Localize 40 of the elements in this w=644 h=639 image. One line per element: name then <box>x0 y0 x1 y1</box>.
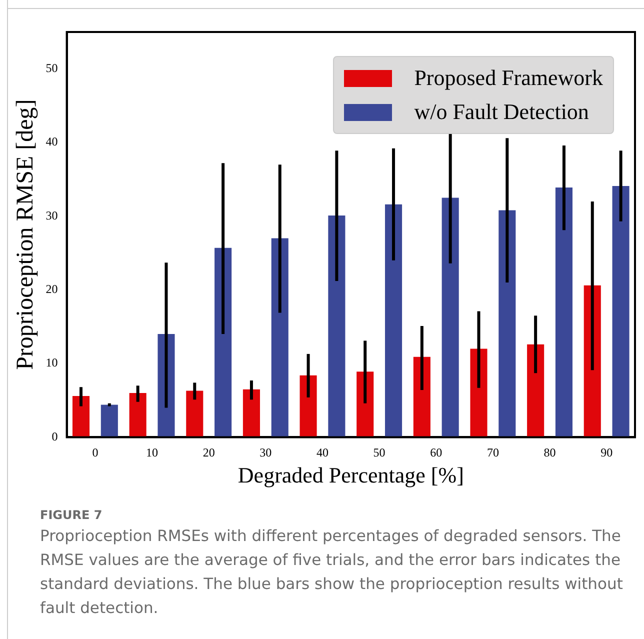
y-tick-label: 10 <box>46 356 58 370</box>
bar <box>442 198 459 438</box>
y-tick-label: 50 <box>46 60 58 75</box>
x-tick-label: 0 <box>92 446 98 460</box>
bar <box>527 344 544 438</box>
caption: FIGURE 7 <box>40 508 104 522</box>
y-tick-label: 20 <box>46 282 58 296</box>
bar <box>356 372 374 438</box>
x-tick-label: 30 <box>260 446 272 460</box>
bar <box>328 215 346 438</box>
bar <box>129 392 146 438</box>
x-tick-label: 20 <box>202 446 215 460</box>
bar <box>612 186 630 438</box>
x-tick-label: 40 <box>316 446 328 460</box>
bar <box>186 390 204 438</box>
y-tick-label: 40 <box>46 134 58 149</box>
x-axis-title: Degraded Percentage [%] <box>238 462 464 488</box>
bar <box>498 210 516 438</box>
bar <box>555 187 572 438</box>
bar <box>300 375 317 438</box>
legend-label: Proposed Framework <box>414 65 603 91</box>
bar <box>242 389 260 438</box>
legend-label: w/o Fault Detection <box>414 99 589 125</box>
y-axis-title: Proprioception RMSE [deg] <box>12 99 39 370</box>
bar <box>470 348 488 438</box>
x-tick-label: 90 <box>600 446 613 460</box>
bar <box>72 396 90 438</box>
bar <box>271 238 288 438</box>
y-tick-label: 0 <box>52 429 58 444</box>
x-tick-label: 10 <box>146 446 158 460</box>
bar <box>214 248 232 438</box>
x-tick-label: 80 <box>544 446 556 460</box>
y-tick-label: 30 <box>46 208 58 222</box>
x-tick-label: 50 <box>373 446 386 460</box>
text: Proprioception RMSEs with different percentages of degraded sensors. The RMSE values are the average of five trials, and the error bars indicates the standard deviations. The blue bars show the proprioception results without fault detection. <box>40 526 624 619</box>
bar <box>413 356 430 438</box>
x-tick-label: 70 <box>486 446 499 460</box>
x-tick-label: 60 <box>430 446 442 460</box>
bar <box>100 404 118 438</box>
bar <box>384 204 402 438</box>
